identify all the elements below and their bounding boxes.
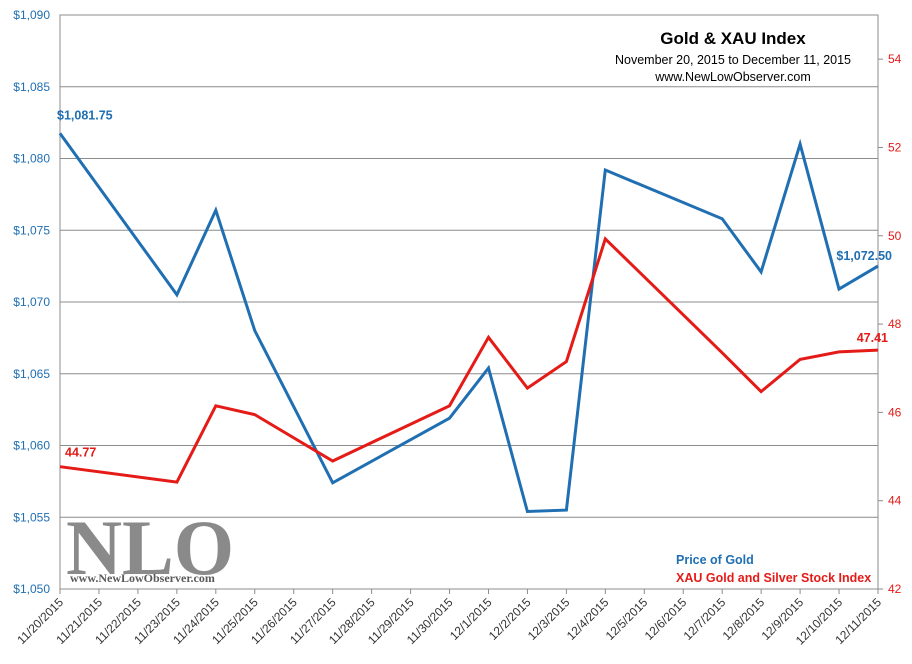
chart-source: www.NewLowObserver.com (654, 70, 811, 84)
right-tick-label: 44 (888, 494, 902, 508)
xau-first-label: 44.77 (65, 446, 96, 460)
plot-border (59, 14, 879, 590)
xau-index-line (59, 236, 879, 484)
left-tick-label: $1,080 (13, 152, 50, 166)
gold-last-label: $1,072.50 (836, 249, 892, 263)
xau-last-label: 47.41 (857, 331, 888, 345)
right-tick-label: 54 (888, 52, 902, 66)
left-tick-label: $1,090 (13, 8, 50, 22)
left-tick-label: $1,050 (13, 582, 50, 596)
chart-title: Gold & XAU Index (660, 29, 806, 48)
series-lines (58, 132, 879, 514)
right-axis-ticks: 42 44 46 48 50 52 54 (878, 52, 902, 596)
watermark-url: www.NewLowObserver.com (70, 571, 215, 585)
left-tick-label: $1,070 (13, 295, 50, 309)
right-tick-label: 46 (888, 405, 902, 419)
right-tick-label: 42 (888, 582, 902, 596)
watermark-logo: NLO (66, 504, 234, 591)
legend-xau: XAU Gold and Silver Stock Index (676, 571, 871, 585)
left-axis-ticks: $1,050 $1,055 $1,060 $1,065 $1,070 $1,075 $1,0… (13, 8, 50, 596)
left-tick-label: $1,060 (13, 439, 50, 453)
left-tick-label: $1,065 (13, 367, 50, 381)
chart-subtitle: November 20, 2015 to December 11, 2015 (615, 53, 851, 67)
gold-first-label: $1,081.75 (57, 108, 113, 122)
data-labels: $1,081.75 $1,072.50 44.77 47.41 (57, 108, 892, 459)
right-tick-label: 50 (888, 229, 902, 243)
gold-price-line (58, 132, 879, 514)
nlo-watermark: NLO www.NewLowObserver.com (66, 504, 234, 591)
right-tick-label: 52 (888, 140, 902, 154)
right-tick-label: 48 (888, 317, 902, 331)
legend-gold: Price of Gold (676, 553, 754, 567)
left-tick-label: $1,085 (13, 80, 50, 94)
left-tick-label: $1,075 (13, 223, 50, 237)
left-tick-label: $1,055 (13, 510, 50, 524)
